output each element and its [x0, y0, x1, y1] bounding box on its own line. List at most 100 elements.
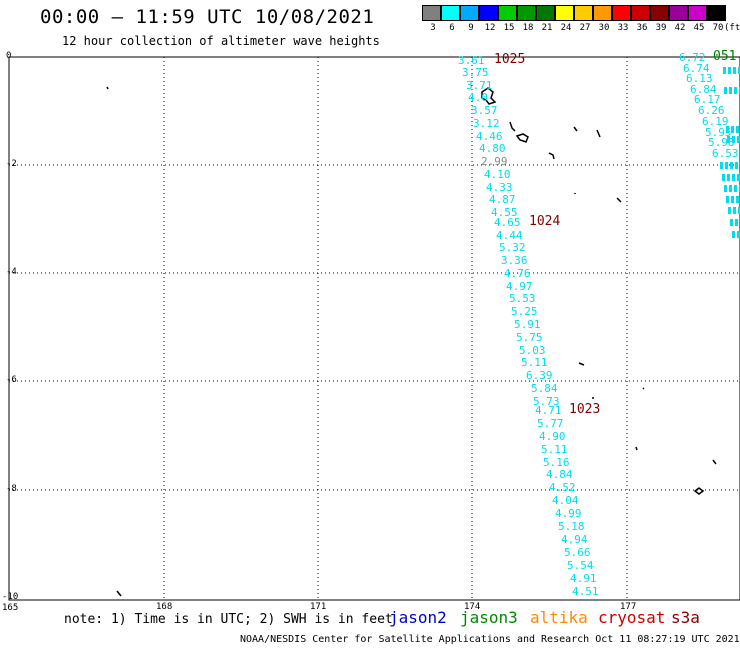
map-subtitle: 12 hour collection of altimeter wave hei…: [62, 34, 380, 48]
scale-unit: (ft): [724, 23, 740, 33]
scale-label: 36: [636, 23, 648, 33]
wave-height-label: 3.75: [462, 66, 489, 79]
island: [106, 86, 109, 90]
grid-lines: [9, 56, 740, 600]
scale-label: 39: [655, 23, 667, 33]
wave-height-label: 6.26: [698, 104, 725, 117]
scale-label: 12: [484, 23, 496, 33]
clipped-wave-label: [722, 174, 740, 181]
lat-label: 0: [6, 51, 12, 61]
legend-jason2: jason2: [389, 608, 447, 627]
wave-height-label: 4.84: [546, 468, 573, 481]
wave-height-label: 4.0: [468, 91, 488, 104]
wave-height-label: 5.11: [521, 356, 548, 369]
lat-label: -6: [6, 375, 17, 385]
wave-height-label: 5.95: [705, 126, 732, 139]
wave-height-label: 6.72: [679, 51, 706, 64]
scale-label: 42: [674, 23, 686, 33]
island: [635, 446, 638, 451]
scale-swatch: [479, 5, 498, 21]
lon-label: 174: [464, 602, 481, 612]
wave-height-label: 4.33: [486, 181, 513, 194]
scale-swatch: [441, 5, 460, 21]
lon-label: 165: [2, 603, 19, 613]
clipped-wave-label: [730, 219, 740, 226]
wave-height-label: 6.84: [690, 83, 717, 96]
footer-credit: NOAA/NESDIS Center for Satellite Applica…: [240, 634, 740, 645]
wave-height-label: 5.77: [537, 417, 564, 430]
wave-height-label: 6.53: [712, 147, 739, 160]
wave-height-label: 5.32: [499, 241, 526, 254]
scale-label: 21: [541, 23, 553, 33]
wave-height-label: 3.12: [473, 117, 500, 130]
legend-s3a: s3a: [671, 608, 700, 627]
legend-jason3: jason3: [460, 608, 518, 627]
scale-label: 9: [468, 23, 474, 33]
legend-altika: altika: [530, 608, 588, 627]
wave-height-label: 5.75: [516, 331, 543, 344]
lon-label: 168: [156, 602, 173, 612]
clipped-wave-label: [727, 136, 740, 143]
wave-height-label: 4.51: [572, 585, 599, 598]
note-text: note: 1) Time is in UTC; 2) SWH is in fe…: [64, 612, 393, 627]
island: [509, 121, 516, 132]
wave-height-label: 4.65: [494, 216, 521, 229]
pressure-label: 1025: [494, 52, 526, 67]
wave-height-label: 5.18: [558, 520, 585, 533]
wave-height-label: 4.04: [552, 494, 579, 507]
wave-height-label: 5.73: [533, 395, 560, 408]
clipped-wave-label: [724, 87, 740, 94]
island: [712, 459, 717, 465]
scale-label: 70: [712, 23, 724, 33]
wave-height-label: 4.76: [504, 267, 531, 280]
island: [616, 197, 622, 203]
scale-label: 24: [560, 23, 572, 33]
lat-label: -8: [6, 484, 17, 494]
island: [642, 387, 645, 390]
lon-label: 171: [310, 602, 327, 612]
wave-height-label: 4.90: [539, 430, 566, 443]
scale-label: 3: [430, 23, 436, 33]
scale-swatch: [593, 5, 612, 21]
wave-height-label: 4.71: [535, 404, 562, 417]
clipped-wave-label: [724, 185, 740, 192]
wave-height-label: 4.94: [561, 533, 588, 546]
scale-swatch: [707, 5, 726, 21]
pressure-label: 051: [713, 49, 737, 64]
scale-swatch: [422, 5, 441, 21]
scale-swatch: [669, 5, 688, 21]
wave-height-label: 5.11: [541, 443, 568, 456]
wave-height-label: 4.44: [496, 229, 523, 242]
wave-height-label: 5.16: [543, 456, 570, 469]
scale-swatch: [517, 5, 536, 21]
scale-swatch: [650, 5, 669, 21]
lat-label: -2: [6, 159, 17, 169]
pressure-label: 1023: [569, 402, 601, 417]
scale-swatch: [688, 5, 707, 21]
wave-height-label: 5.54: [567, 559, 594, 572]
island: [693, 487, 705, 495]
scale-label: 27: [579, 23, 591, 33]
wave-height-label: 4.87: [489, 193, 516, 206]
scale-swatch: [555, 5, 574, 21]
wave-height-label: 5.91: [514, 318, 541, 331]
scale-swatch: [498, 5, 517, 21]
wave-height-label: 4.52: [549, 481, 576, 494]
clipped-wave-label: [720, 162, 740, 169]
wave-height-label: 6.13: [686, 72, 713, 85]
scale-swatch: [612, 5, 631, 21]
island: [515, 133, 529, 143]
wave-height-label: 6.39: [526, 369, 553, 382]
scale-label: 6: [449, 23, 455, 33]
island: [548, 152, 555, 160]
wave-height-label: 6.74: [683, 62, 710, 75]
island: [481, 87, 497, 105]
lat-label: -10: [2, 592, 19, 602]
scale-label: 15: [503, 23, 515, 33]
islands: [106, 86, 717, 597]
scale-label: 33: [617, 23, 629, 33]
wave-height-label: 3.57: [471, 104, 498, 117]
lon-label: 177: [620, 602, 637, 612]
map-border: [8, 56, 740, 601]
